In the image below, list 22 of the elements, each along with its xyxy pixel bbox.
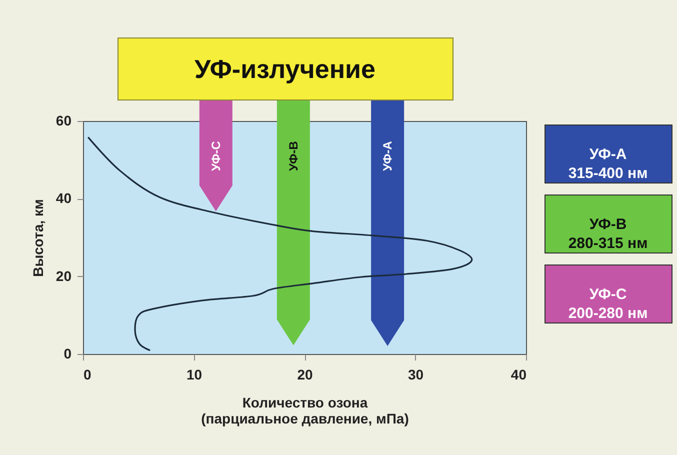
y-tick-label: 20	[56, 268, 72, 284]
series-label: УФ-А	[380, 140, 395, 171]
series-label: УФ-В	[286, 140, 300, 171]
y-tick-label: 0	[64, 346, 72, 362]
x-tick-label: 40	[510, 366, 527, 382]
x-tick-label: 20	[297, 366, 313, 382]
text: 315-400 нм	[568, 165, 648, 182]
x-axis-title: Количество озона (парциальное давление, мПа)	[201, 394, 409, 426]
y-tick-label: 40	[56, 190, 72, 206]
y-axis-title: Высота, км	[30, 199, 46, 277]
line-series	[88, 136, 473, 351]
y-tick-label: 60	[56, 112, 72, 128]
text: УФ-А	[589, 146, 627, 163]
text: УФ-В	[589, 216, 627, 233]
x-tick-label: 10	[186, 366, 202, 382]
text: 280-315 нм	[568, 235, 648, 252]
chart-title: УФ-излучение	[194, 54, 376, 84]
x-tick-label: 0	[84, 366, 92, 382]
series-label: УФ-С	[208, 140, 223, 171]
x-tick-label: 30	[408, 366, 424, 382]
text: 200-280 нм	[568, 305, 648, 322]
text: УФ-С	[589, 286, 627, 303]
